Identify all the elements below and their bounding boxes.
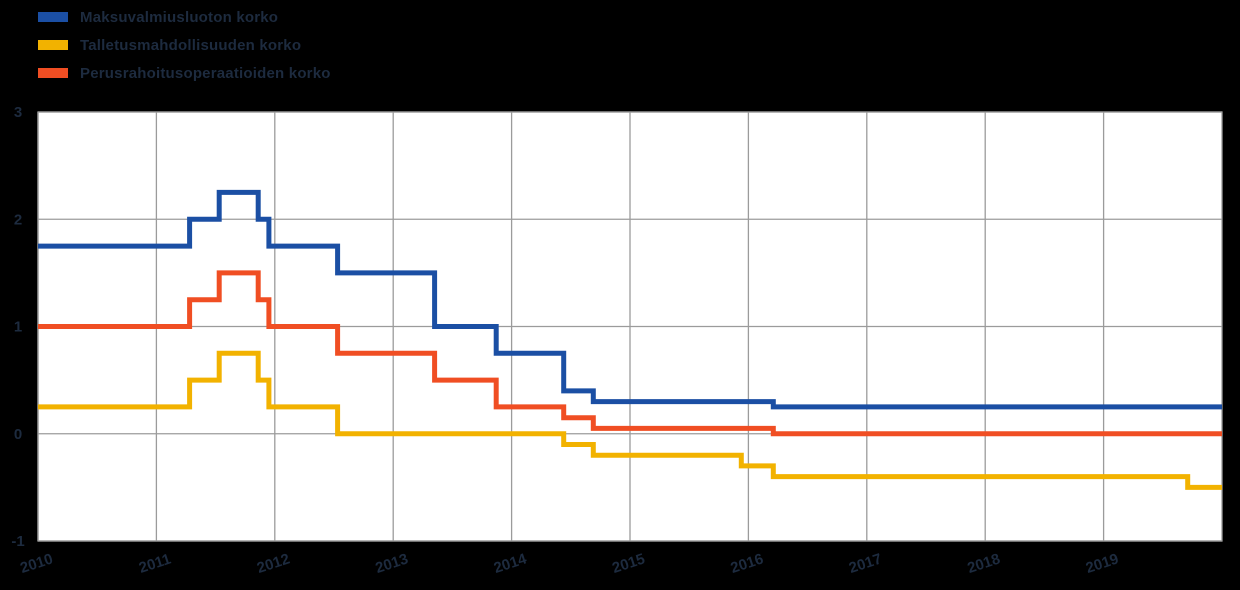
y-tick-label: 2 [14, 211, 22, 228]
x-tick-label: 2015 [610, 550, 647, 576]
x-tick-label: 2014 [492, 550, 530, 577]
x-tick-label: 2012 [255, 550, 292, 576]
legend-label: Perusrahoitusoperaatioiden korko [80, 64, 331, 82]
x-tick-label: 2019 [1084, 550, 1121, 576]
y-tick-label: -1 [11, 533, 24, 550]
x-tick-label: 2018 [965, 550, 1002, 576]
x-tick-label: 2011 [137, 551, 173, 577]
legend-item-maksuvalmiusluoton-korko: Maksuvalmiusluoton korko [38, 7, 331, 27]
legend-swatch-yellow [38, 40, 68, 50]
y-tick-label: 0 [14, 426, 22, 443]
series-lines [38, 189, 1222, 490]
x-tick-label: 2013 [373, 550, 410, 576]
legend-item-talletusmahdollisuuden-korko: Talletusmahdollisuuden korko [38, 35, 331, 55]
series-line-0 [38, 189, 1222, 410]
legend-label: Maksuvalmiusluoton korko [80, 8, 279, 26]
x-tick-label: 2016 [729, 550, 766, 576]
series-line-1 [38, 350, 1222, 490]
legend-item-perusrahoitusoperaatioiden-korko: Perusrahoitusoperaatioiden korko [38, 63, 331, 83]
series-line-2 [38, 270, 1222, 437]
legend-swatch-orange [38, 68, 68, 78]
legend-label: Talletusmahdollisuuden korko [80, 36, 302, 54]
legend: Maksuvalmiusluoton korko Talletusmahdoll… [38, 7, 331, 83]
x-tick-label: 2010 [18, 550, 55, 576]
legend-swatch-blue [38, 12, 68, 22]
x-tick-label: 2017 [847, 550, 884, 576]
y-tick-label: 1 [14, 319, 22, 336]
y-tick-label: 3 [14, 104, 22, 121]
